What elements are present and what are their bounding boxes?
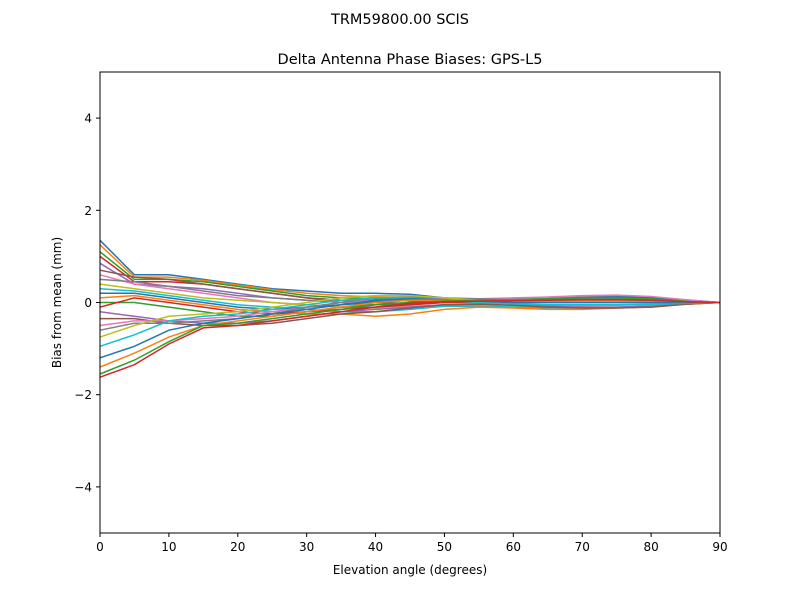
x-tick-label: 10 (161, 540, 176, 554)
y-tick-label: 2 (84, 204, 92, 218)
x-tick-label: 70 (575, 540, 590, 554)
x-axis-label: Elevation angle (degrees) (333, 563, 487, 577)
y-tick-label: 4 (84, 112, 92, 126)
x-tick-label: 60 (506, 540, 521, 554)
y-tick-label: −4 (74, 480, 92, 494)
series-lines (99, 239, 721, 378)
series-line-1 (99, 239, 721, 304)
x-tick-label: 20 (230, 540, 245, 554)
x-axis-ticks: 0 10 20 30 40 50 60 70 80 90 (96, 533, 728, 554)
x-tick-label: 80 (643, 540, 658, 554)
x-tick-label: 50 (437, 540, 452, 554)
y-tick-label: 0 (84, 296, 92, 310)
figure-suptitle: TRM59800.00 SCIS (330, 12, 469, 28)
series-line-20 (99, 297, 721, 348)
y-tick-label: −2 (74, 388, 92, 402)
x-tick-label: 0 (96, 540, 104, 554)
x-tick-label: 90 (712, 540, 727, 554)
series-line-24 (99, 298, 721, 378)
x-tick-label: 30 (299, 540, 314, 554)
x-tick-label: 40 (368, 540, 383, 554)
y-axis-label: Bias from mean (mm) (50, 237, 64, 368)
series-line-21 (99, 298, 720, 359)
series-line-19 (99, 294, 721, 338)
chart-title: Delta Antenna Phase Biases: GPS-L5 (278, 52, 543, 68)
y-axis-ticks: −4 −2 0 2 4 (74, 112, 100, 494)
